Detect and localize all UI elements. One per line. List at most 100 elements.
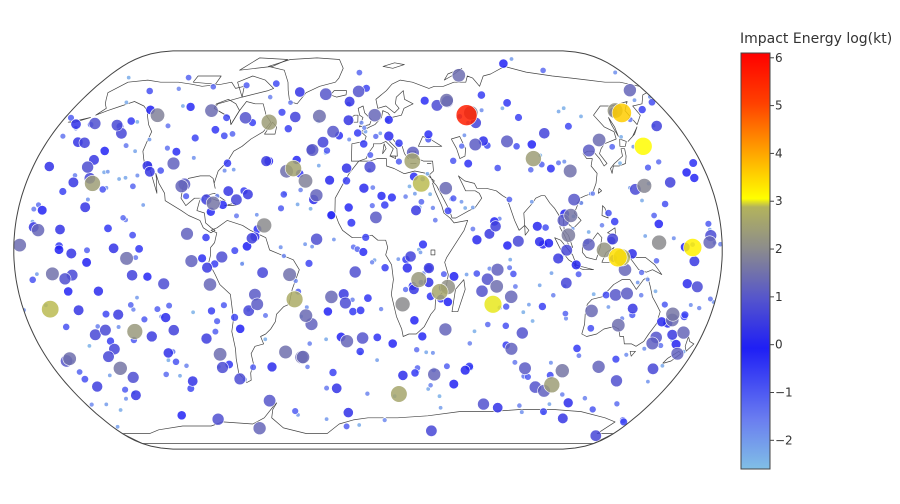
impact-point[interactable]	[121, 386, 129, 394]
impact-point[interactable]	[548, 270, 554, 276]
impact-point[interactable]	[80, 375, 89, 384]
impact-point[interactable]	[650, 212, 658, 220]
impact-point[interactable]	[129, 182, 137, 190]
impact-point[interactable]	[661, 300, 669, 309]
impact-point[interactable]	[537, 282, 543, 288]
impact-point[interactable]	[213, 347, 228, 362]
impact-point[interactable]	[59, 133, 67, 140]
impact-point[interactable]	[448, 379, 459, 390]
impact-point[interactable]	[295, 201, 301, 207]
impact-point[interactable]	[343, 202, 354, 213]
impact-point[interactable]	[358, 247, 368, 257]
impact-point[interactable]	[319, 87, 333, 101]
impact-point[interactable]	[570, 259, 582, 271]
impact-point[interactable]	[123, 99, 129, 105]
impact-point[interactable]	[417, 249, 423, 255]
impact-point[interactable]	[502, 98, 512, 108]
impact-point[interactable]	[606, 232, 619, 246]
impact-point[interactable]	[586, 229, 592, 235]
impact-point[interactable]	[409, 315, 420, 326]
impact-point[interactable]	[564, 122, 573, 131]
impact-point[interactable]	[546, 401, 552, 407]
impact-point[interactable]	[134, 119, 140, 125]
impact-point[interactable]	[500, 134, 514, 148]
impact-point[interactable]	[642, 233, 648, 239]
impact-point[interactable]	[527, 166, 535, 174]
impact-point[interactable]	[438, 405, 444, 411]
impact-point[interactable]	[438, 181, 453, 196]
impact-point[interactable]	[83, 246, 91, 254]
impact-point[interactable]	[461, 132, 467, 138]
impact-point[interactable]	[216, 361, 229, 374]
impact-point[interactable]	[410, 271, 427, 288]
impact-point[interactable]	[656, 316, 668, 328]
impact-point[interactable]	[344, 95, 356, 108]
impact-point[interactable]	[534, 236, 545, 247]
impact-point[interactable]	[499, 105, 505, 111]
impact-point[interactable]	[476, 90, 486, 100]
impact-point[interactable]	[539, 67, 547, 74]
impact-point[interactable]	[102, 350, 115, 363]
impact-point[interactable]	[470, 205, 476, 211]
impact-point[interactable]	[582, 395, 588, 402]
impact-point[interactable]	[639, 198, 645, 204]
impact-point[interactable]	[220, 301, 228, 309]
impact-point[interactable]	[239, 111, 252, 125]
impact-point[interactable]	[144, 166, 156, 178]
impact-point[interactable]	[191, 155, 197, 161]
impact-point[interactable]	[127, 301, 135, 309]
impact-point[interactable]	[613, 400, 621, 408]
impact-point[interactable]	[242, 304, 255, 317]
impact-point[interactable]	[355, 347, 365, 356]
impact-point[interactable]	[231, 167, 237, 173]
impact-point[interactable]	[436, 393, 442, 399]
impact-point[interactable]	[190, 309, 196, 315]
impact-point[interactable]	[647, 98, 656, 107]
impact-point[interactable]	[239, 261, 245, 267]
impact-point[interactable]	[304, 259, 314, 268]
impact-point[interactable]	[101, 310, 111, 319]
impact-point[interactable]	[242, 188, 254, 200]
impact-point[interactable]	[612, 69, 618, 76]
impact-point[interactable]	[177, 373, 183, 379]
impact-point[interactable]	[605, 304, 611, 310]
impact-point[interactable]	[418, 239, 428, 250]
impact-point[interactable]	[134, 244, 144, 254]
impact-point[interactable]	[266, 361, 278, 373]
impact-point[interactable]	[504, 289, 519, 304]
impact-point[interactable]	[284, 160, 302, 178]
impact-point[interactable]	[561, 227, 576, 243]
impact-point[interactable]	[249, 363, 257, 371]
impact-point[interactable]	[150, 107, 166, 123]
impact-point[interactable]	[620, 286, 634, 301]
impact-point[interactable]	[291, 407, 299, 415]
impact-point[interactable]	[515, 326, 529, 340]
impact-point[interactable]	[619, 417, 628, 427]
impact-point[interactable]	[688, 255, 701, 267]
impact-point[interactable]	[490, 263, 505, 277]
impact-point[interactable]	[296, 350, 310, 364]
impact-point[interactable]	[324, 416, 330, 422]
impact-point[interactable]	[182, 192, 190, 200]
impact-point[interactable]	[174, 179, 189, 193]
impact-point[interactable]	[608, 247, 628, 268]
impact-point[interactable]	[222, 168, 228, 174]
impact-point[interactable]	[352, 85, 365, 98]
impact-point[interactable]	[661, 200, 669, 208]
impact-point[interactable]	[346, 218, 357, 228]
impact-point[interactable]	[294, 86, 306, 98]
impact-point[interactable]	[81, 160, 94, 174]
impact-point[interactable]	[493, 164, 502, 172]
impact-point[interactable]	[502, 302, 511, 311]
impact-point[interactable]	[462, 205, 468, 211]
impact-point[interactable]	[122, 142, 130, 149]
impact-point[interactable]	[367, 108, 382, 123]
impact-point[interactable]	[369, 259, 375, 266]
impact-point[interactable]	[200, 332, 213, 345]
impact-point[interactable]	[331, 382, 343, 394]
impact-point[interactable]	[653, 257, 660, 265]
impact-point[interactable]	[548, 360, 554, 366]
impact-point[interactable]	[592, 133, 607, 148]
impact-point[interactable]	[427, 367, 442, 382]
impact-point[interactable]	[556, 109, 562, 115]
